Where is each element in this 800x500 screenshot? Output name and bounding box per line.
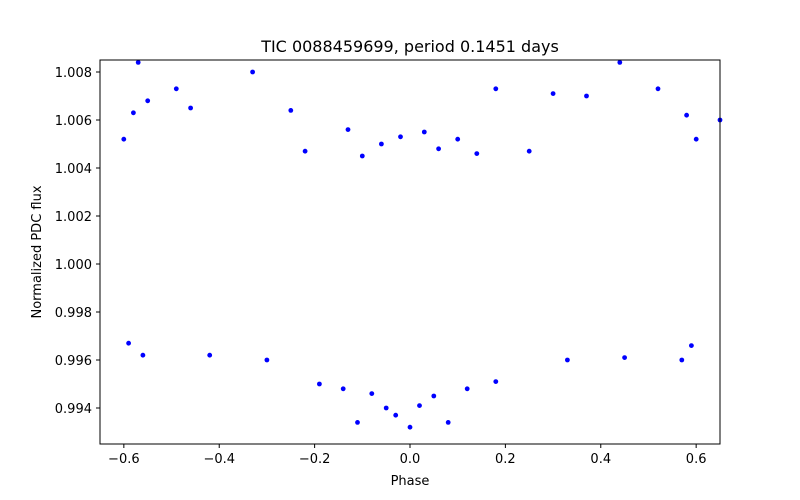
data-point	[264, 357, 270, 363]
data-point	[421, 129, 427, 135]
y-tick-label: 1.006	[55, 114, 92, 129]
data-point	[345, 127, 351, 132]
y-tick-label: 0.994	[55, 402, 92, 417]
x-tick-label: 0.4	[590, 452, 611, 467]
data-point	[526, 148, 532, 154]
y-axis-ticks: 0.994 0.996 0.998 1.000 1.002 1.004 1.006 1.008	[55, 66, 100, 417]
data-point	[431, 393, 437, 399]
y-tick-label: 1.000	[55, 258, 92, 273]
data-point	[655, 86, 661, 92]
data-point	[550, 91, 556, 96]
data-point	[383, 405, 389, 411]
x-tick-label: 0.2	[495, 452, 516, 467]
x-tick-label: 0.0	[400, 452, 421, 467]
x-tick-label: 0.6	[686, 452, 707, 467]
data-point	[493, 379, 499, 384]
data-point	[140, 352, 146, 358]
data-point	[135, 60, 141, 65]
data-point	[121, 136, 127, 142]
data-point	[188, 105, 194, 111]
data-point	[369, 391, 375, 396]
data-point	[302, 148, 308, 154]
x-tick-label: −0.2	[299, 452, 331, 467]
y-axis-label: Normalized PDC flux	[30, 185, 45, 318]
data-point	[355, 420, 360, 425]
data-point	[207, 352, 213, 358]
data-point	[464, 386, 470, 392]
data-point	[455, 136, 461, 142]
data-point	[340, 386, 346, 392]
data-point	[398, 134, 403, 140]
data-point	[131, 110, 136, 116]
data-point	[317, 381, 322, 387]
chart-title: TIC 0088459699, period 0.1451 days	[260, 37, 559, 56]
data-point	[565, 357, 570, 363]
data-point	[417, 403, 422, 408]
data-point	[250, 69, 256, 75]
data-point	[684, 112, 689, 118]
data-point	[679, 357, 685, 363]
data-point	[584, 93, 589, 99]
data-point	[393, 412, 399, 418]
data-point	[689, 343, 694, 348]
y-tick-label: 1.002	[55, 210, 92, 225]
x-axis-label: Phase	[391, 474, 430, 489]
data-point	[493, 86, 499, 92]
x-axis-ticks: −0.6 −0.4 −0.2 0.0 0.2 0.4 0.6	[108, 444, 706, 467]
data-point	[436, 146, 441, 152]
data-point	[359, 153, 365, 159]
y-tick-label: 0.996	[55, 354, 92, 369]
x-tick-label: −0.4	[203, 452, 235, 467]
x-tick-label: −0.6	[108, 452, 140, 467]
data-point	[173, 86, 179, 92]
data-point	[617, 60, 623, 65]
data-point	[474, 151, 480, 157]
y-tick-label: 1.004	[55, 162, 92, 177]
y-tick-label: 1.008	[55, 66, 92, 81]
data-point	[407, 424, 413, 430]
y-tick-label: 0.998	[55, 306, 92, 321]
data-point	[693, 136, 699, 142]
data-point	[379, 141, 384, 147]
data-point	[126, 340, 131, 346]
data-point	[145, 98, 151, 104]
data-points	[121, 60, 723, 430]
data-point	[622, 355, 627, 360]
data-point	[288, 108, 294, 113]
data-point	[445, 420, 451, 425]
